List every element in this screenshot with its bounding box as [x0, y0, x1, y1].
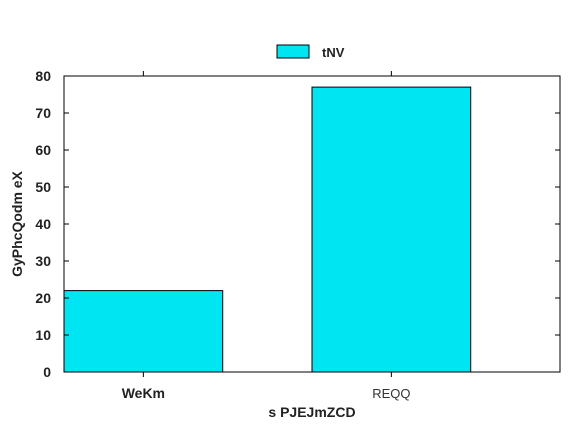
- x-axis-label: s PJEJmZCD: [268, 404, 355, 420]
- y-tick-label: 60: [35, 142, 51, 158]
- y-tick-label: 20: [35, 290, 51, 306]
- y-tick-label: 0: [43, 364, 51, 380]
- y-axis-ticks: 0 10 20 30 40 50 60 70 80: [35, 68, 560, 380]
- y-tick-label: 10: [35, 327, 51, 343]
- legend-swatch: [276, 44, 310, 59]
- bar-WeKm: [63, 290, 224, 373]
- y-tick-label: 70: [35, 105, 51, 121]
- legend-label: tNV: [322, 45, 345, 60]
- bars: [63, 86, 472, 373]
- y-tick-label: 40: [35, 216, 51, 232]
- y-axis-label: GyPhcQodm eX: [9, 170, 25, 276]
- y-tick-label: 80: [35, 68, 51, 84]
- x-axis-ticks: WeKm REQQ: [122, 71, 411, 401]
- x-tick-label: REQQ: [372, 386, 410, 401]
- bar-REQQ: [311, 86, 472, 373]
- y-tick-label: 50: [35, 179, 51, 195]
- plot-frame: [63, 75, 561, 373]
- y-tick-label: 30: [35, 253, 51, 269]
- x-tick-label: WeKm: [122, 385, 165, 401]
- legend: tNV: [276, 44, 345, 60]
